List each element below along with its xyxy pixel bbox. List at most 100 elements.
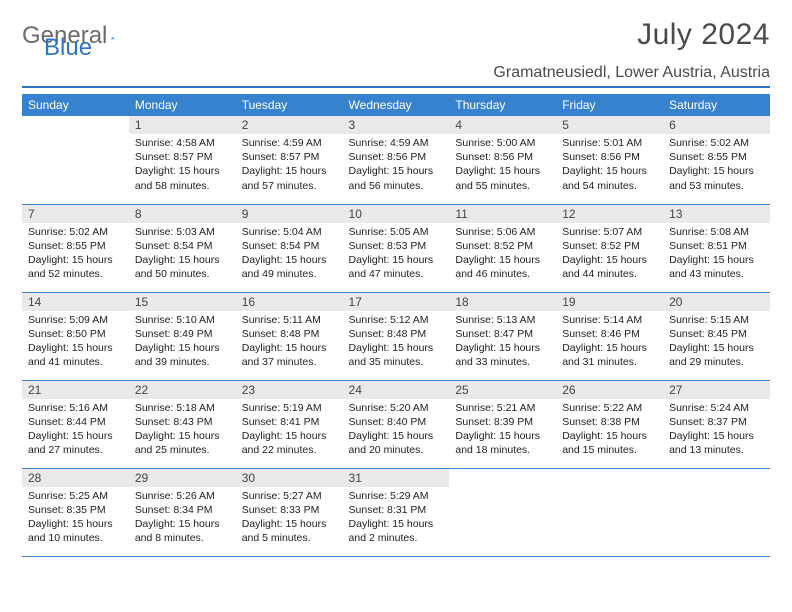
day-number: 1 <box>129 116 236 134</box>
daylight-text: Daylight: 15 hours and 56 minutes. <box>349 164 444 192</box>
sunset-text: Sunset: 8:34 PM <box>135 503 230 517</box>
sunset-text: Sunset: 8:53 PM <box>349 239 444 253</box>
daylight-text: Daylight: 15 hours and 37 minutes. <box>242 341 337 369</box>
day-number: 11 <box>449 205 556 223</box>
day-details: Sunrise: 5:20 AMSunset: 8:40 PMDaylight:… <box>343 399 450 462</box>
calendar-day-cell: 2Sunrise: 4:59 AMSunset: 8:57 PMDaylight… <box>236 116 343 204</box>
day-details: Sunrise: 5:08 AMSunset: 8:51 PMDaylight:… <box>663 223 770 286</box>
calendar-day-cell: 10Sunrise: 5:05 AMSunset: 8:53 PMDayligh… <box>343 204 450 292</box>
weekday-header: Saturday <box>663 94 770 116</box>
day-details: Sunrise: 5:12 AMSunset: 8:48 PMDaylight:… <box>343 311 450 374</box>
daylight-text: Daylight: 15 hours and 50 minutes. <box>135 253 230 281</box>
daylight-text: Daylight: 15 hours and 39 minutes. <box>135 341 230 369</box>
sunrise-text: Sunrise: 5:16 AM <box>28 401 123 415</box>
sunrise-text: Sunrise: 5:29 AM <box>349 489 444 503</box>
calendar-day-cell: 1Sunrise: 4:58 AMSunset: 8:57 PMDaylight… <box>129 116 236 204</box>
calendar-day-cell: 11Sunrise: 5:06 AMSunset: 8:52 PMDayligh… <box>449 204 556 292</box>
day-details: Sunrise: 5:21 AMSunset: 8:39 PMDaylight:… <box>449 399 556 462</box>
day-number: 27 <box>663 381 770 399</box>
calendar-day-cell: 20Sunrise: 5:15 AMSunset: 8:45 PMDayligh… <box>663 292 770 380</box>
calendar-day-cell: 29Sunrise: 5:26 AMSunset: 8:34 PMDayligh… <box>129 468 236 556</box>
day-number: 29 <box>129 469 236 487</box>
sunset-text: Sunset: 8:40 PM <box>349 415 444 429</box>
sunrise-text: Sunrise: 5:10 AM <box>135 313 230 327</box>
calendar-day-cell: 27Sunrise: 5:24 AMSunset: 8:37 PMDayligh… <box>663 380 770 468</box>
calendar-day-cell: 23Sunrise: 5:19 AMSunset: 8:41 PMDayligh… <box>236 380 343 468</box>
sunset-text: Sunset: 8:41 PM <box>242 415 337 429</box>
sunset-text: Sunset: 8:45 PM <box>669 327 764 341</box>
sunset-text: Sunset: 8:56 PM <box>349 150 444 164</box>
day-number: 9 <box>236 205 343 223</box>
daylight-text: Daylight: 15 hours and 57 minutes. <box>242 164 337 192</box>
daylight-text: Daylight: 15 hours and 29 minutes. <box>669 341 764 369</box>
day-details: Sunrise: 5:25 AMSunset: 8:35 PMDaylight:… <box>22 487 129 550</box>
day-number: 2 <box>236 116 343 134</box>
day-number: 14 <box>22 293 129 311</box>
daylight-text: Daylight: 15 hours and 27 minutes. <box>28 429 123 457</box>
sunset-text: Sunset: 8:51 PM <box>669 239 764 253</box>
day-number: 15 <box>129 293 236 311</box>
calendar-day-cell: 14Sunrise: 5:09 AMSunset: 8:50 PMDayligh… <box>22 292 129 380</box>
day-number: 18 <box>449 293 556 311</box>
daylight-text: Daylight: 15 hours and 5 minutes. <box>242 517 337 545</box>
sunrise-text: Sunrise: 5:08 AM <box>669 225 764 239</box>
weekday-header: Thursday <box>449 94 556 116</box>
sunrise-text: Sunrise: 5:26 AM <box>135 489 230 503</box>
calendar-day-cell <box>22 116 129 204</box>
sunrise-text: Sunrise: 4:59 AM <box>242 136 337 150</box>
sunset-text: Sunset: 8:43 PM <box>135 415 230 429</box>
daylight-text: Daylight: 15 hours and 47 minutes. <box>349 253 444 281</box>
day-number: 12 <box>556 205 663 223</box>
sunset-text: Sunset: 8:38 PM <box>562 415 657 429</box>
sunrise-text: Sunrise: 5:19 AM <box>242 401 337 415</box>
sunset-text: Sunset: 8:55 PM <box>669 150 764 164</box>
daylight-text: Daylight: 15 hours and 22 minutes. <box>242 429 337 457</box>
day-number: 26 <box>556 381 663 399</box>
day-details: Sunrise: 5:15 AMSunset: 8:45 PMDaylight:… <box>663 311 770 374</box>
day-details: Sunrise: 5:26 AMSunset: 8:34 PMDaylight:… <box>129 487 236 550</box>
day-details: Sunrise: 5:09 AMSunset: 8:50 PMDaylight:… <box>22 311 129 374</box>
sunrise-text: Sunrise: 5:01 AM <box>562 136 657 150</box>
day-details: Sunrise: 5:29 AMSunset: 8:31 PMDaylight:… <box>343 487 450 550</box>
day-number: 17 <box>343 293 450 311</box>
day-number: 7 <box>22 205 129 223</box>
calendar-day-cell: 5Sunrise: 5:01 AMSunset: 8:56 PMDaylight… <box>556 116 663 204</box>
sunset-text: Sunset: 8:33 PM <box>242 503 337 517</box>
sunrise-text: Sunrise: 5:27 AM <box>242 489 337 503</box>
day-details: Sunrise: 5:00 AMSunset: 8:56 PMDaylight:… <box>449 134 556 197</box>
calendar-day-cell: 16Sunrise: 5:11 AMSunset: 8:48 PMDayligh… <box>236 292 343 380</box>
sunset-text: Sunset: 8:37 PM <box>669 415 764 429</box>
sail-icon <box>111 28 115 48</box>
calendar-day-cell <box>663 468 770 556</box>
day-details: Sunrise: 5:18 AMSunset: 8:43 PMDaylight:… <box>129 399 236 462</box>
sunset-text: Sunset: 8:57 PM <box>135 150 230 164</box>
sunset-text: Sunset: 8:54 PM <box>242 239 337 253</box>
daylight-text: Daylight: 15 hours and 31 minutes. <box>562 341 657 369</box>
sunrise-text: Sunrise: 5:03 AM <box>135 225 230 239</box>
weekday-header: Wednesday <box>343 94 450 116</box>
calendar-day-cell: 19Sunrise: 5:14 AMSunset: 8:46 PMDayligh… <box>556 292 663 380</box>
calendar-week-row: 28Sunrise: 5:25 AMSunset: 8:35 PMDayligh… <box>22 468 770 556</box>
daylight-text: Daylight: 15 hours and 44 minutes. <box>562 253 657 281</box>
daylight-text: Daylight: 15 hours and 53 minutes. <box>669 164 764 192</box>
day-details: Sunrise: 5:01 AMSunset: 8:56 PMDaylight:… <box>556 134 663 197</box>
calendar-day-cell: 17Sunrise: 5:12 AMSunset: 8:48 PMDayligh… <box>343 292 450 380</box>
day-details: Sunrise: 4:59 AMSunset: 8:57 PMDaylight:… <box>236 134 343 197</box>
day-number: 8 <box>129 205 236 223</box>
calendar-body: 1Sunrise: 4:58 AMSunset: 8:57 PMDaylight… <box>22 116 770 556</box>
sunset-text: Sunset: 8:57 PM <box>242 150 337 164</box>
sunrise-text: Sunrise: 5:07 AM <box>562 225 657 239</box>
weekday-header: Friday <box>556 94 663 116</box>
sunset-text: Sunset: 8:44 PM <box>28 415 123 429</box>
calendar-table: SundayMondayTuesdayWednesdayThursdayFrid… <box>22 94 770 557</box>
day-number <box>556 469 663 487</box>
sunset-text: Sunset: 8:48 PM <box>242 327 337 341</box>
sunrise-text: Sunrise: 5:25 AM <box>28 489 123 503</box>
day-details: Sunrise: 5:22 AMSunset: 8:38 PMDaylight:… <box>556 399 663 462</box>
sunset-text: Sunset: 8:55 PM <box>28 239 123 253</box>
daylight-text: Daylight: 15 hours and 46 minutes. <box>455 253 550 281</box>
day-details: Sunrise: 5:14 AMSunset: 8:46 PMDaylight:… <box>556 311 663 374</box>
sunrise-text: Sunrise: 5:05 AM <box>349 225 444 239</box>
calendar-day-cell: 18Sunrise: 5:13 AMSunset: 8:47 PMDayligh… <box>449 292 556 380</box>
sunrise-text: Sunrise: 5:13 AM <box>455 313 550 327</box>
